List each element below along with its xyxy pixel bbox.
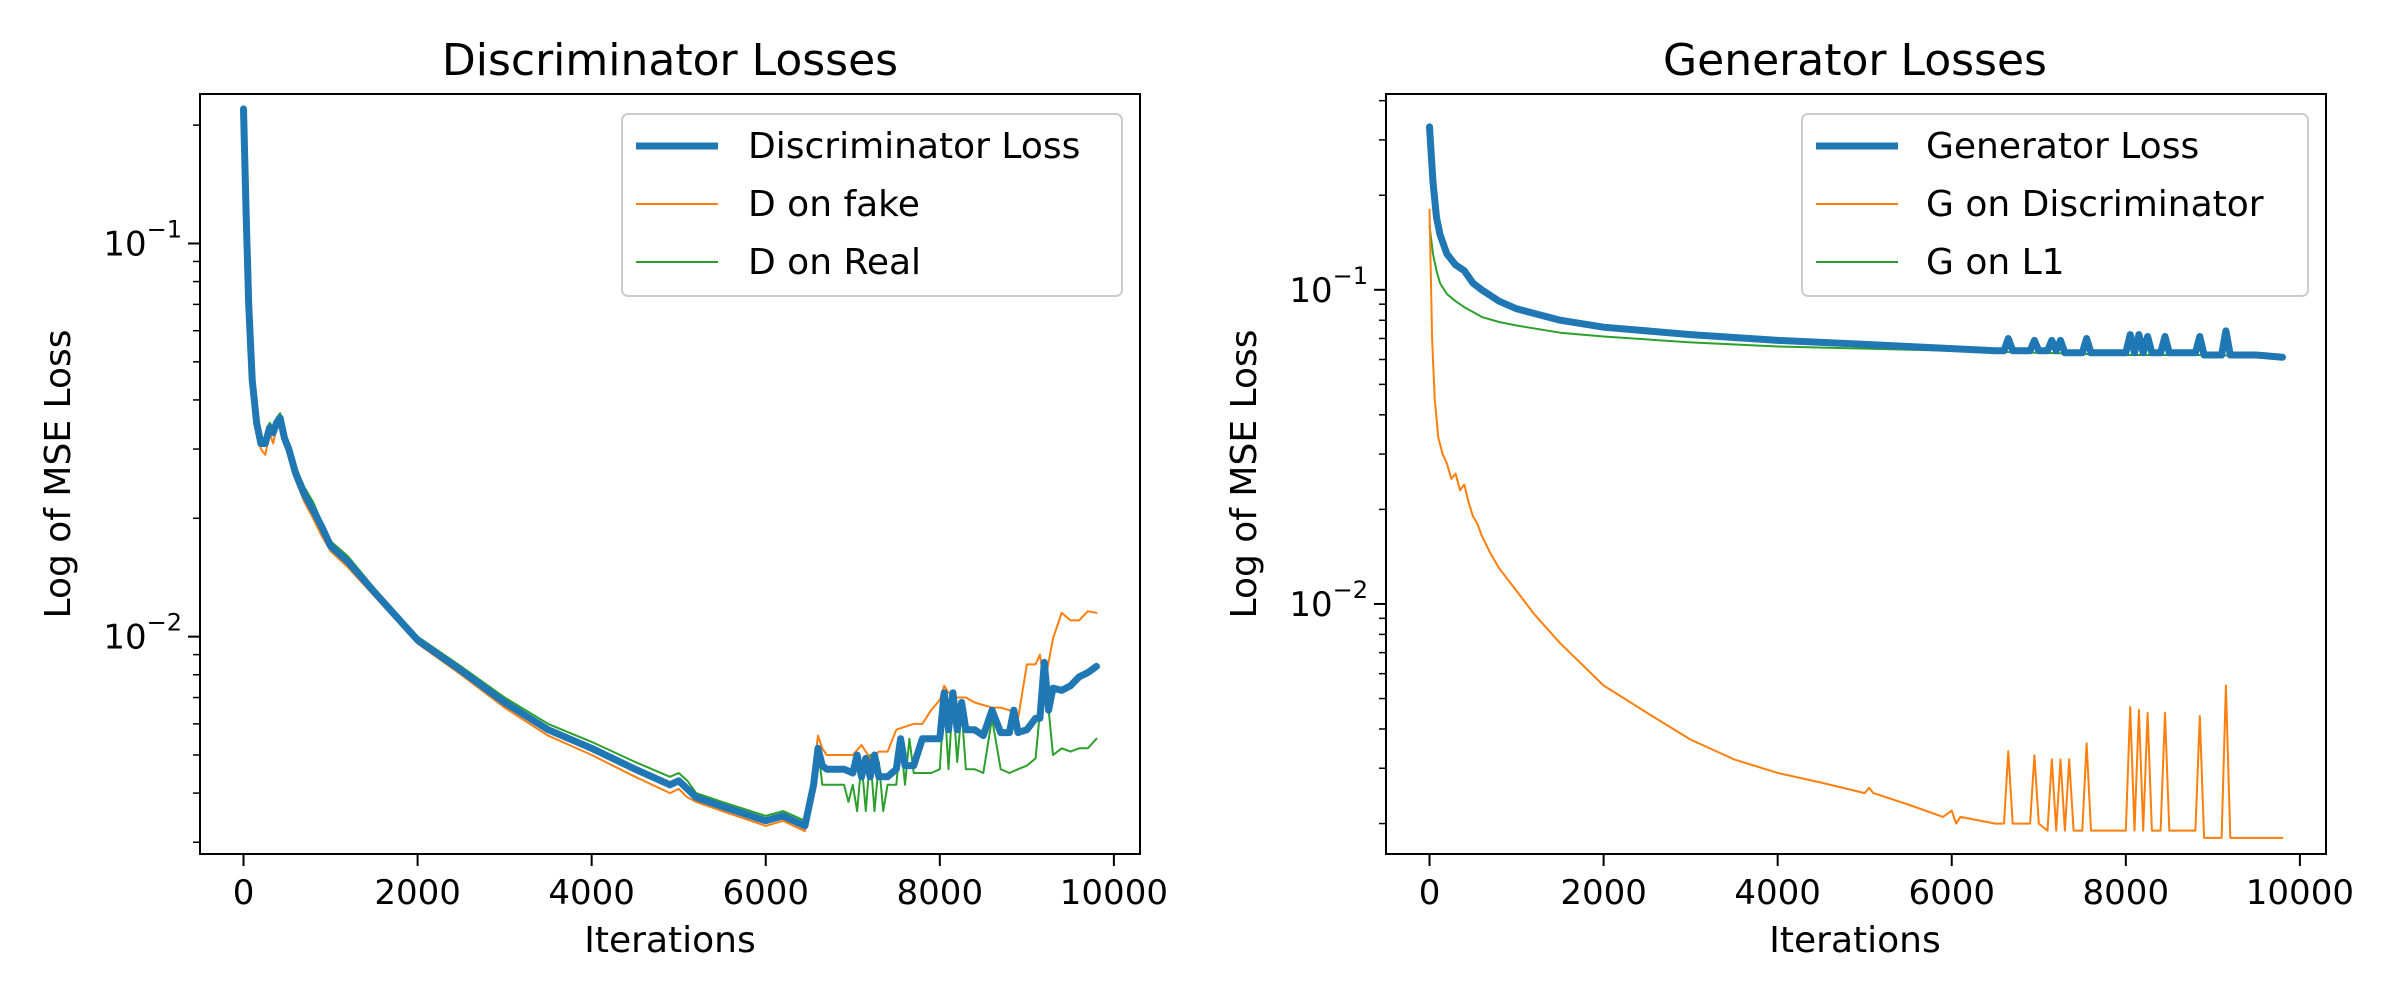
plot-frame: [1385, 93, 2327, 855]
legend-label-d-on-real: D on Real: [748, 242, 921, 283]
y-tick-label: 10−1: [103, 215, 182, 264]
x-tick-label: 0: [233, 873, 255, 913]
x-tick-label: 8000: [2083, 873, 2170, 913]
x-tick-label: 4000: [548, 873, 635, 913]
legend-label-generator-loss: Generator Loss: [1926, 126, 2199, 167]
y-tick-label: 10−2: [1289, 576, 1368, 625]
y-axis-label: Log of MSE Loss: [1224, 330, 1265, 619]
legend-box: [621, 113, 1123, 297]
x-tick-label: 6000: [722, 873, 809, 913]
generator-chart: Generator Losses 0 2000 4000 6000 8000 10000 1…: [1224, 35, 2354, 961]
x-tick-label: 0: [1419, 873, 1441, 913]
y-tick-label: 10−2: [103, 609, 182, 658]
x-tick-label: 6000: [1908, 873, 1995, 913]
discriminator-chart: Discriminator Losses 0 2000 4000 6000 8000 10…: [38, 35, 1168, 961]
y-tick-label: 10−1: [1289, 262, 1368, 311]
x-tick-label: 2000: [1560, 873, 1647, 913]
series-line-discriminator-loss: [240, 105, 1100, 830]
chart-title: Generator Losses: [1663, 35, 2047, 86]
legend: Generator Loss G on Discriminator G on L…: [1801, 113, 2309, 297]
legend: Discriminator Loss D on fake D on Real: [621, 113, 1123, 297]
tick-layer: 0 2000 4000 6000 8000 10000 10−1 10−2: [103, 124, 1168, 913]
x-tick-label: 4000: [1734, 873, 1821, 913]
legend-label-g-on-discriminator: G on Discriminator: [1926, 184, 2264, 225]
legend-label-g-on-l1: G on L1: [1926, 242, 2065, 283]
series-layer: [240, 105, 1100, 833]
x-axis-label: Iterations: [584, 920, 755, 961]
tick-layer: 0 2000 4000 6000 8000 10000 10−1 10−2: [1289, 99, 2354, 913]
legend-label-d-on-fake: D on fake: [748, 184, 920, 225]
chart-title: Discriminator Losses: [442, 35, 898, 86]
legend-box: [1801, 113, 2309, 297]
x-tick-label: 2000: [374, 873, 461, 913]
x-tick-label: 10000: [2246, 873, 2354, 913]
plot-frame: [199, 93, 1141, 855]
series-layer: [1426, 123, 2286, 839]
y-axis-label: Log of MSE Loss: [38, 330, 79, 619]
x-tick-label: 10000: [1060, 873, 1168, 913]
legend-label-discriminator-loss: Discriminator Loss: [748, 126, 1080, 167]
series-line-g-on-discriminator: [1428, 208, 2284, 839]
series-line-generator-loss: [1426, 123, 2286, 361]
x-axis-label: Iterations: [1769, 920, 1940, 961]
x-tick-label: 8000: [897, 873, 984, 913]
